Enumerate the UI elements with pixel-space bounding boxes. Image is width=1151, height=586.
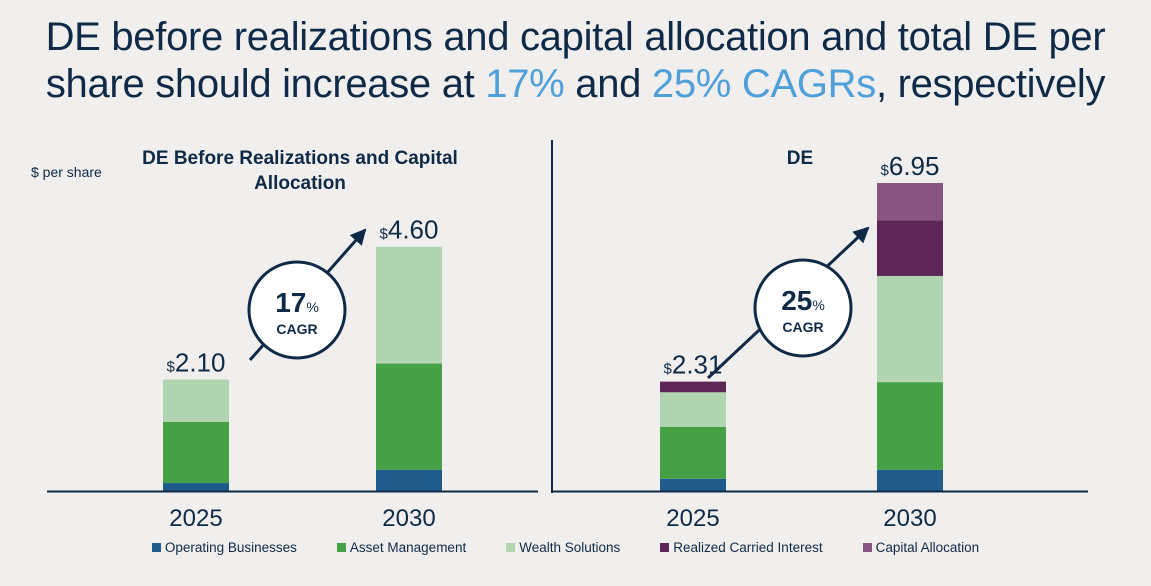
- legend-label-carried: Realized Carried Interest: [673, 540, 823, 555]
- left-total-label-2030: $4.60: [380, 215, 439, 245]
- right-tick-label-2030: 2030: [883, 505, 936, 532]
- headline-line2-start: share should increase at: [45, 62, 486, 106]
- right-growth-arrow-head: [852, 226, 870, 244]
- legend-item-wealth: Wealth Solutions: [506, 540, 620, 555]
- left-total-label-2025: $2.10: [167, 347, 226, 377]
- right-cagr-value: 25%: [781, 285, 825, 316]
- headline-accent-25: 25% CAGRs: [651, 62, 876, 106]
- legend-swatch-carried: [660, 543, 670, 552]
- legend-item-carried: Realized Carried Interest: [660, 540, 823, 555]
- legend-swatch-asset: [336, 543, 346, 552]
- right-bar-2030-asset-management: [877, 382, 943, 470]
- left-cagr-label: CAGR: [276, 321, 317, 337]
- legend-label-asset: Asset Management: [349, 540, 467, 555]
- legend-label-operating: Operating Businesses: [164, 540, 297, 555]
- headline-accent-17: 17%: [485, 62, 565, 106]
- legend: Operating Businesses Asset Management We…: [0, 540, 1151, 555]
- right-bar-2025-asset-management: [660, 426, 726, 479]
- right-cagr-label: CAGR: [782, 319, 823, 335]
- headline-and: and: [564, 62, 652, 106]
- legend-swatch-operating: [151, 543, 161, 552]
- legend-item-capital: Capital Allocation: [862, 540, 980, 555]
- left-bar-2025-wealth-solutions: [163, 379, 229, 422]
- left-growth-arrow-head: [349, 228, 367, 246]
- left-bar-2025-asset-management: [163, 421, 229, 484]
- right-tick-label-2025: 2025: [666, 505, 719, 532]
- right-bar-2030-capital-allocation: [877, 183, 943, 221]
- left-tick-label-2025: 2025: [169, 505, 222, 532]
- left-bar-2030-wealth-solutions: [376, 246, 442, 364]
- right-bar-2025-operating-businesses: [660, 478, 726, 491]
- headline: DE before realizations and capital alloc…: [0, 14, 1151, 108]
- right-bar-2030-realized-carried-interest: [877, 220, 943, 276]
- legend-swatch-capital: [862, 543, 872, 552]
- right-bar-2030-operating-businesses: [877, 469, 943, 491]
- left-bar-2030-operating-businesses: [376, 469, 442, 491]
- right-panel-title: DE: [786, 148, 814, 169]
- right-bar-2030-wealth-solutions: [877, 275, 943, 383]
- right-total-label-2025: $2.31: [664, 350, 723, 380]
- legend-item-asset: Asset Management: [336, 540, 467, 555]
- right-total-label-2030: $6.95: [881, 151, 940, 181]
- legend-label-wealth: Wealth Solutions: [519, 540, 621, 555]
- legend-item-operating: Operating Businesses: [151, 540, 297, 555]
- left-panel-title: DE Before Realizations and Capital Alloc…: [142, 148, 458, 194]
- left-tick-label-2030: 2030: [382, 505, 435, 532]
- legend-label-capital: Capital Allocation: [875, 540, 980, 555]
- right-bar-2025-realized-carried-interest: [660, 381, 726, 393]
- right-cagr-circle: [753, 258, 853, 358]
- left-cagr-circle: [247, 260, 347, 360]
- left-bar-2025-operating-businesses: [163, 483, 229, 491]
- panel-divider: [551, 140, 553, 493]
- right-bar-2025-wealth-solutions: [660, 392, 726, 427]
- legend-swatch-wealth: [506, 543, 516, 552]
- headline-line1: DE before realizations and capital alloc…: [45, 15, 1106, 59]
- left-bar-2030-asset-management: [376, 363, 442, 470]
- unit-label: $ per share: [31, 164, 102, 180]
- headline-line2-end: , respectively: [875, 62, 1106, 106]
- left-cagr-value: 17%: [275, 287, 319, 318]
